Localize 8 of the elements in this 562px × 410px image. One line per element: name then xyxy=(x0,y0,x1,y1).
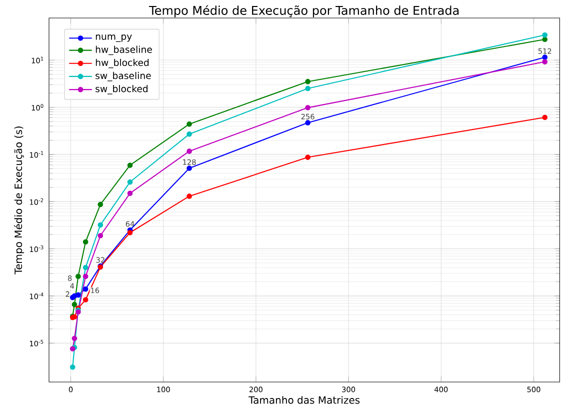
legend-label: sw_blocked xyxy=(96,85,148,94)
legend-label: num_py xyxy=(96,34,132,42)
y-axis-title: Tempo Médio de Execução (s) xyxy=(14,126,24,274)
x-axis-title: Tamanho das Matrizes xyxy=(248,396,360,404)
legend-label: sw_baseline xyxy=(96,72,151,82)
chart-title: Tempo Médio de Execução por Tamanho de Entrada xyxy=(149,5,459,18)
legend-label: hw_baseline xyxy=(96,46,152,56)
legend-label: hw_blocked xyxy=(96,58,149,68)
